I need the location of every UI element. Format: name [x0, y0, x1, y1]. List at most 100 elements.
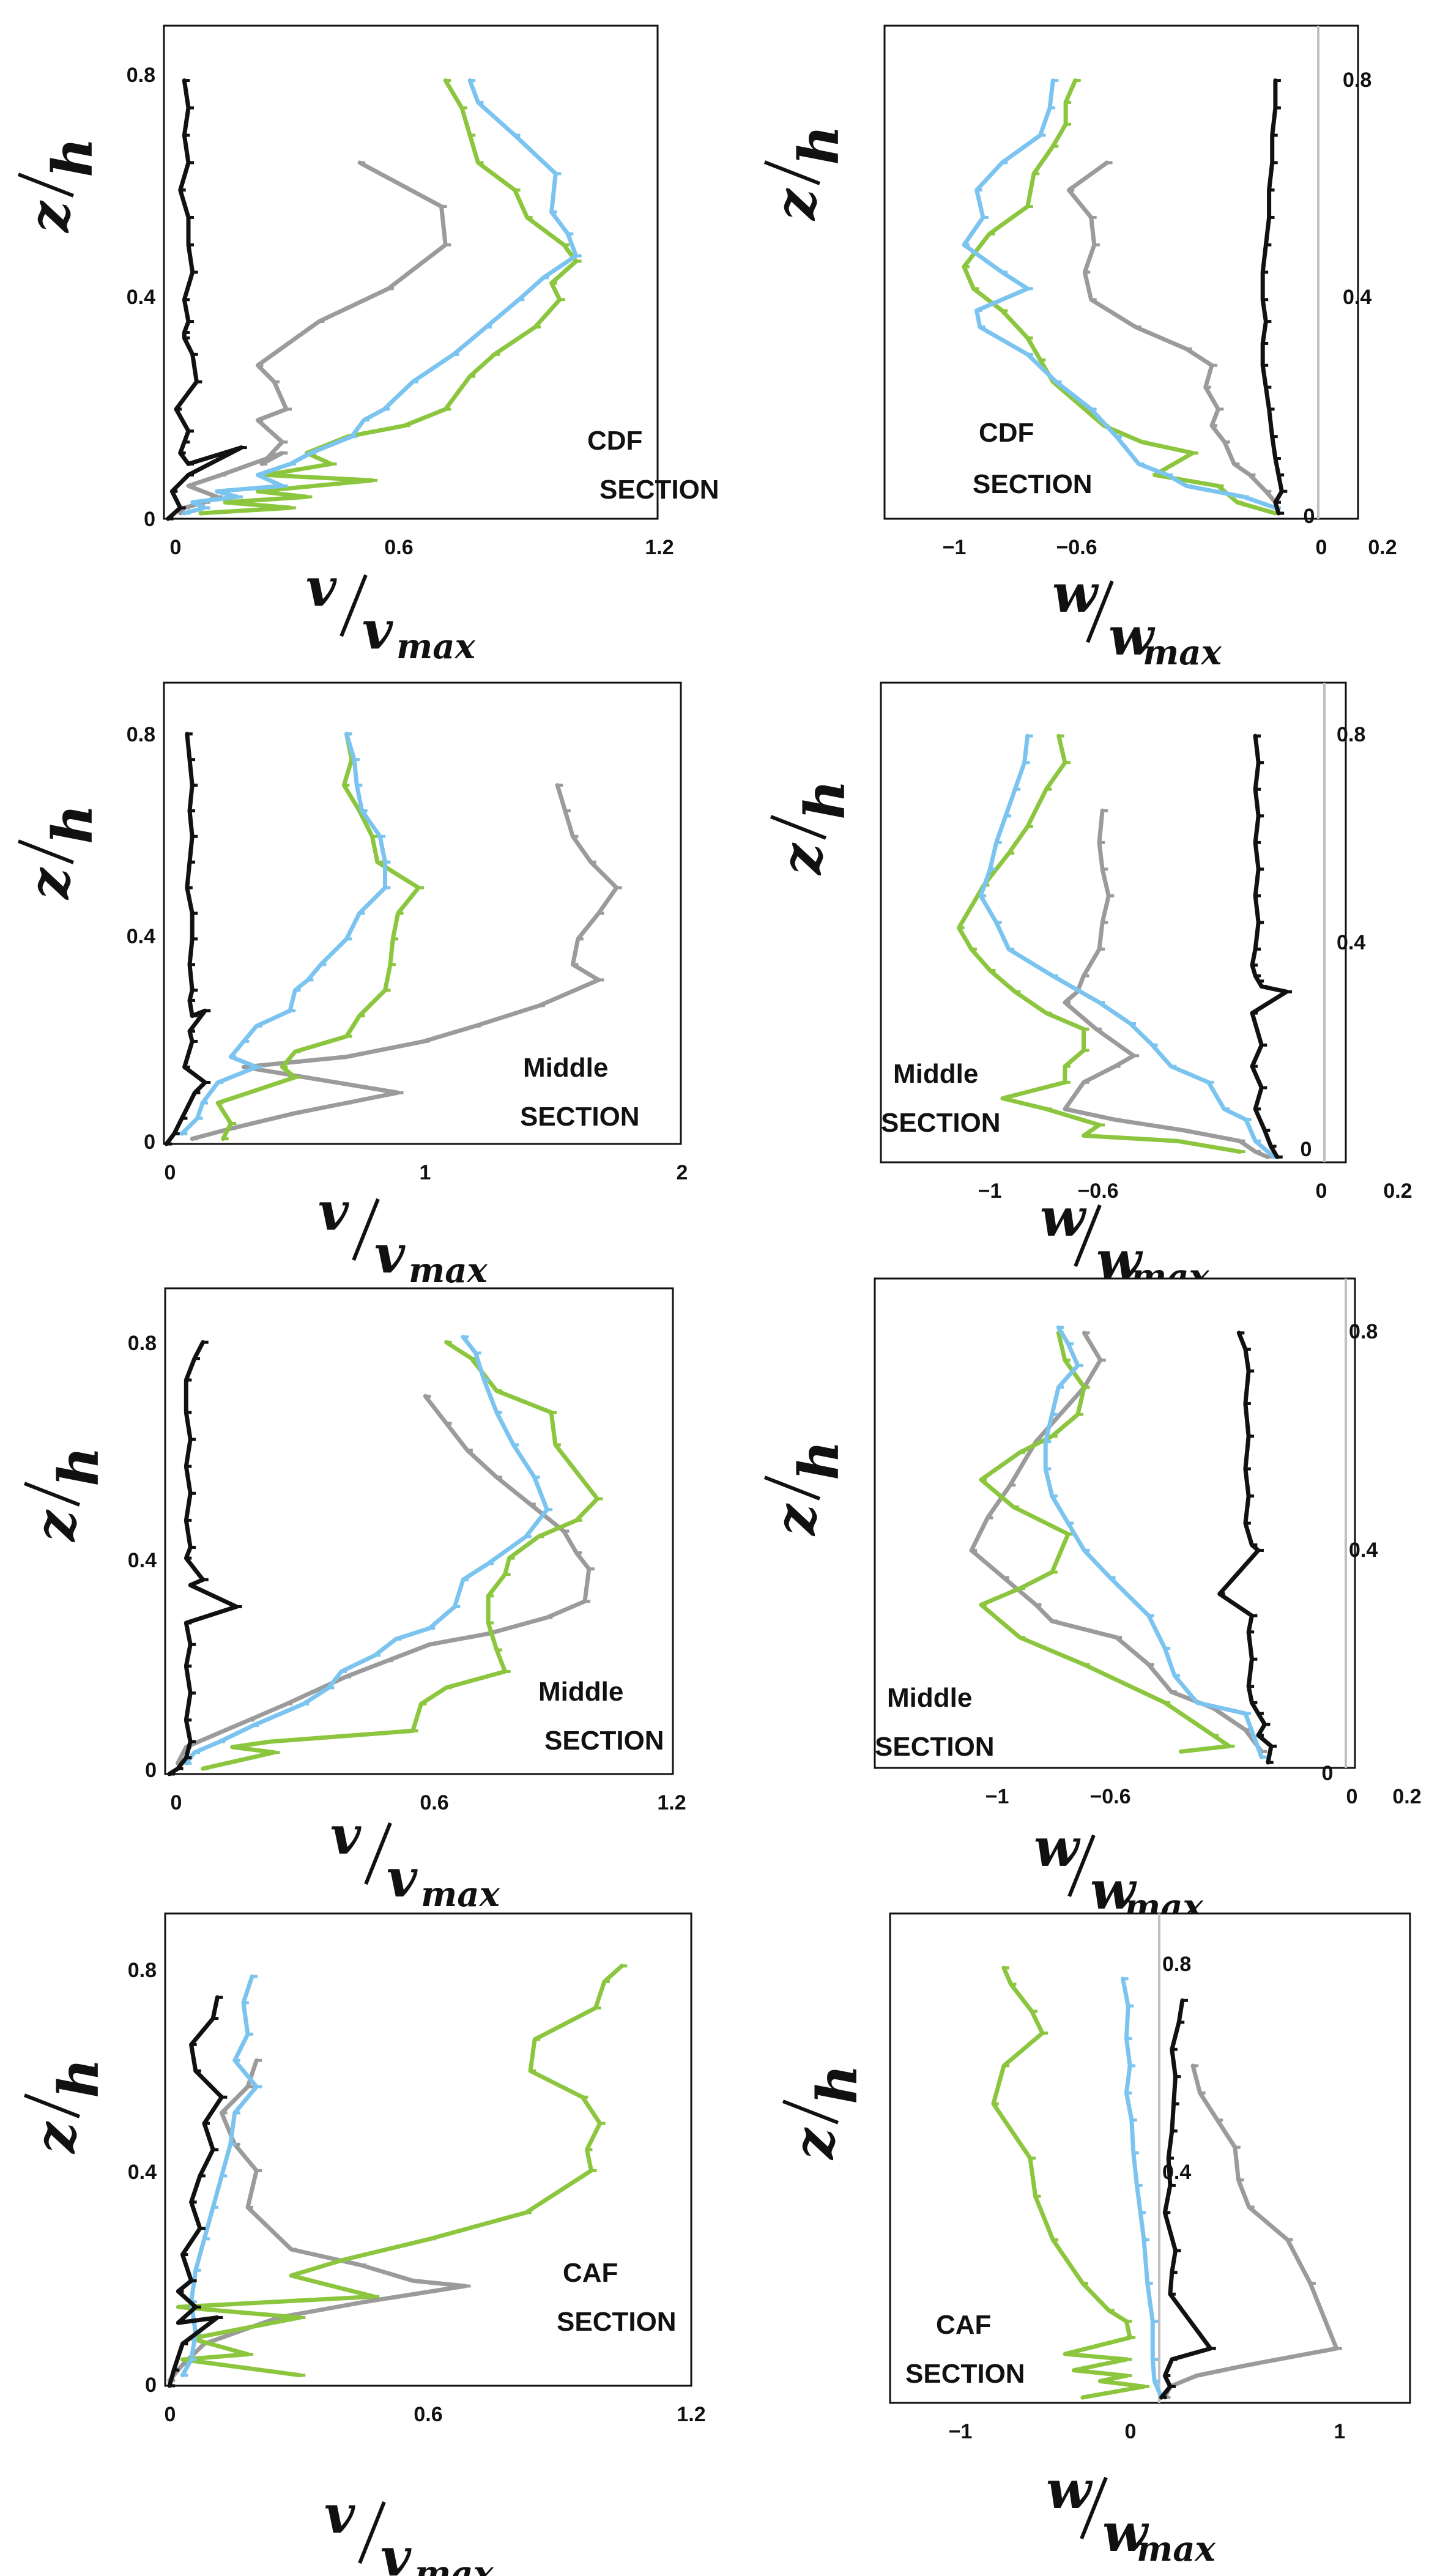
series-line-black — [1217, 1331, 1274, 1765]
x-axis-label-numerator: w — [1034, 1817, 1081, 1879]
y-axis-label: zh — [23, 1447, 111, 1543]
y-axis-label-numerator: z — [763, 188, 828, 221]
section-annotation: CAF — [936, 2310, 991, 2340]
x-tick-label: 1.2 — [677, 2403, 705, 2426]
series-line-gray — [1066, 160, 1281, 516]
x-axis-label-denominator: v — [387, 1847, 418, 1909]
x-tick-label: 0 — [1316, 536, 1327, 559]
y-tick-label: 0.8 — [1349, 1320, 1378, 1343]
x-axis-label: vv max — [306, 557, 476, 667]
y-axis-label-denominator: h — [787, 1441, 852, 1480]
x-axis-label-slash — [1080, 2476, 1108, 2540]
y-axis-label: zh — [17, 138, 105, 234]
series-line-black — [1260, 78, 1284, 516]
section-annotation: SECTION — [881, 1108, 1001, 1138]
y-axis-label-slash — [17, 839, 75, 864]
x-axis-label: vv max — [318, 1181, 488, 1291]
x-tick-label: 0 — [171, 1791, 182, 1814]
y-tick-label: 0 — [144, 1130, 155, 1154]
plot-frame — [164, 1912, 692, 2387]
series-line-black — [167, 1340, 239, 1776]
section-annotation: Middle — [523, 1053, 608, 1083]
series-line-blue — [1121, 1977, 1164, 2400]
x-tick-label: 1.2 — [657, 1791, 686, 1814]
series-line-blue — [962, 78, 1278, 510]
x-tick-label: −1 — [949, 2420, 973, 2443]
section-annotation: CAF — [563, 2258, 618, 2288]
section-annotation: CDF — [587, 426, 642, 456]
series-line-green — [957, 733, 1242, 1154]
y-axis-label-denominator: h — [805, 2065, 870, 2104]
y-tick-label: 0.4 — [1343, 286, 1371, 309]
x-axis-label-subscript: max — [1143, 633, 1222, 673]
y-axis-label-numerator: z — [782, 2127, 847, 2161]
y-axis-label-slash — [763, 1475, 821, 1501]
y-axis-label-denominator: h — [40, 138, 105, 177]
x-tick-label: 1 — [420, 1161, 431, 1184]
x-tick-label: −1 — [985, 1785, 1009, 1808]
x-tick-label: 0.6 — [384, 536, 413, 559]
y-axis-label: zh — [17, 804, 105, 900]
series-line-green — [979, 1331, 1231, 1754]
series-line-black — [164, 732, 207, 1146]
series-line-blue — [179, 732, 387, 1136]
x-axis-label: vv max — [330, 1805, 500, 1915]
x-tick-label: 0.6 — [420, 1791, 448, 1814]
x-axis-label-subscript: max — [415, 2553, 494, 2576]
y-axis-label-numerator: z — [17, 200, 82, 234]
x-axis-label: vv max — [324, 2484, 494, 2576]
x-tick-label: 1.2 — [645, 536, 674, 559]
plot-frame — [164, 1287, 674, 1775]
x-tick-label: 0 — [170, 536, 182, 559]
series-line-gray — [176, 1394, 592, 1765]
x-axis-label-denominator: w — [1090, 1860, 1137, 1921]
section-annotation: SECTION — [520, 1102, 640, 1132]
y-axis-label-slash — [17, 173, 75, 198]
x-tick-label: 0.2 — [1392, 1785, 1421, 1808]
y-axis-label-denominator: h — [40, 804, 105, 844]
y-tick-label: 0.8 — [128, 1959, 157, 1982]
series-line-blue — [184, 1334, 549, 1765]
x-axis-label-subscript: max — [409, 1250, 488, 1291]
x-tick-label: 1 — [1334, 2420, 1346, 2443]
x-axis-label-denominator: v — [374, 1223, 406, 1285]
y-axis-label-denominator: h — [787, 125, 852, 165]
y-axis-label: zh — [763, 1441, 852, 1537]
section-annotation: CDF — [979, 418, 1034, 448]
y-axis-label-slash — [23, 2093, 81, 2118]
x-axis-label-slash — [1067, 1834, 1096, 1898]
x-axis-label-slash — [358, 2501, 386, 2564]
zero-label: 0 — [1304, 505, 1315, 528]
x-axis-label-slash — [352, 1198, 380, 1261]
y-axis-label-numerator: z — [23, 2121, 88, 2155]
x-tick-label: −1 — [978, 1179, 1002, 1203]
x-tick-label: 0.2 — [1383, 1179, 1412, 1203]
y-axis-label: zh — [763, 125, 852, 221]
section-annotation: SECTION — [875, 1732, 995, 1762]
y-tick-label: 0 — [145, 1759, 157, 1782]
x-axis-label-slash — [364, 1822, 392, 1885]
y-tick-label: 0 — [145, 2374, 157, 2397]
y-axis-label: zh — [770, 780, 858, 876]
x-tick-label: 0 — [1316, 1179, 1327, 1203]
plot-frame — [880, 681, 1347, 1164]
section-annotation: SECTION — [599, 475, 719, 505]
x-axis-label-denominator: w — [1108, 606, 1156, 667]
x-axis-label-numerator: v — [330, 1805, 362, 1866]
zero-label: 0 — [1322, 1762, 1334, 1785]
y-tick-label: 0.4 — [1162, 2161, 1191, 2184]
section-annotation: SECTION — [557, 2307, 677, 2337]
y-axis-label-numerator: z — [763, 1503, 828, 1537]
y-axis-label-numerator: z — [17, 867, 82, 900]
zero-label: 0 — [1301, 1138, 1312, 1161]
